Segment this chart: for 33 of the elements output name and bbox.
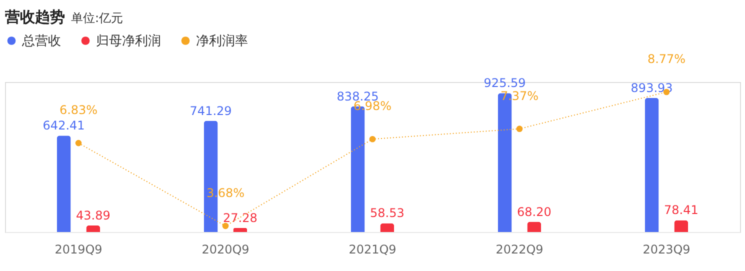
bar: [380, 223, 394, 232]
bar: [86, 225, 100, 232]
x-tick-label: 2019Q9: [54, 242, 102, 256]
chart-title: 营收趋势: [4, 8, 65, 26]
bar: [56, 136, 71, 232]
bar: [527, 222, 542, 232]
data-label: 741.29: [190, 104, 232, 118]
bar: [233, 228, 248, 232]
data-label: 642.41: [42, 118, 85, 133]
bar: [674, 220, 688, 232]
data-label: 78.41: [664, 203, 698, 218]
data-label: 43.89: [76, 208, 110, 222]
data-label: 8.77%: [647, 52, 686, 66]
x-tick-label: 2023Q9: [642, 242, 690, 256]
x-tick-label: 2022Q9: [496, 242, 544, 256]
legend-label: 总营收: [21, 34, 61, 49]
data-label: 27.28: [223, 210, 258, 225]
point: [222, 222, 229, 230]
data-label: 6.98%: [353, 99, 392, 114]
point: [75, 140, 82, 146]
data-label: 893.93: [630, 80, 673, 95]
chart-subtitle: 单位:亿元: [71, 11, 124, 25]
x-tick-label: 2020Q9: [202, 242, 250, 256]
x-tick-label: 2021Q9: [348, 242, 396, 256]
data-label: 6.83%: [59, 103, 98, 118]
data-label: 68.20: [517, 204, 552, 219]
bar: [644, 98, 659, 232]
data-label: 58.53: [370, 206, 404, 220]
point: [516, 126, 523, 132]
point: [369, 136, 376, 142]
legend-label: 净利润率: [196, 32, 248, 49]
data-label: 925.59: [484, 76, 526, 90]
legend-label: 归母净利润: [96, 34, 161, 49]
